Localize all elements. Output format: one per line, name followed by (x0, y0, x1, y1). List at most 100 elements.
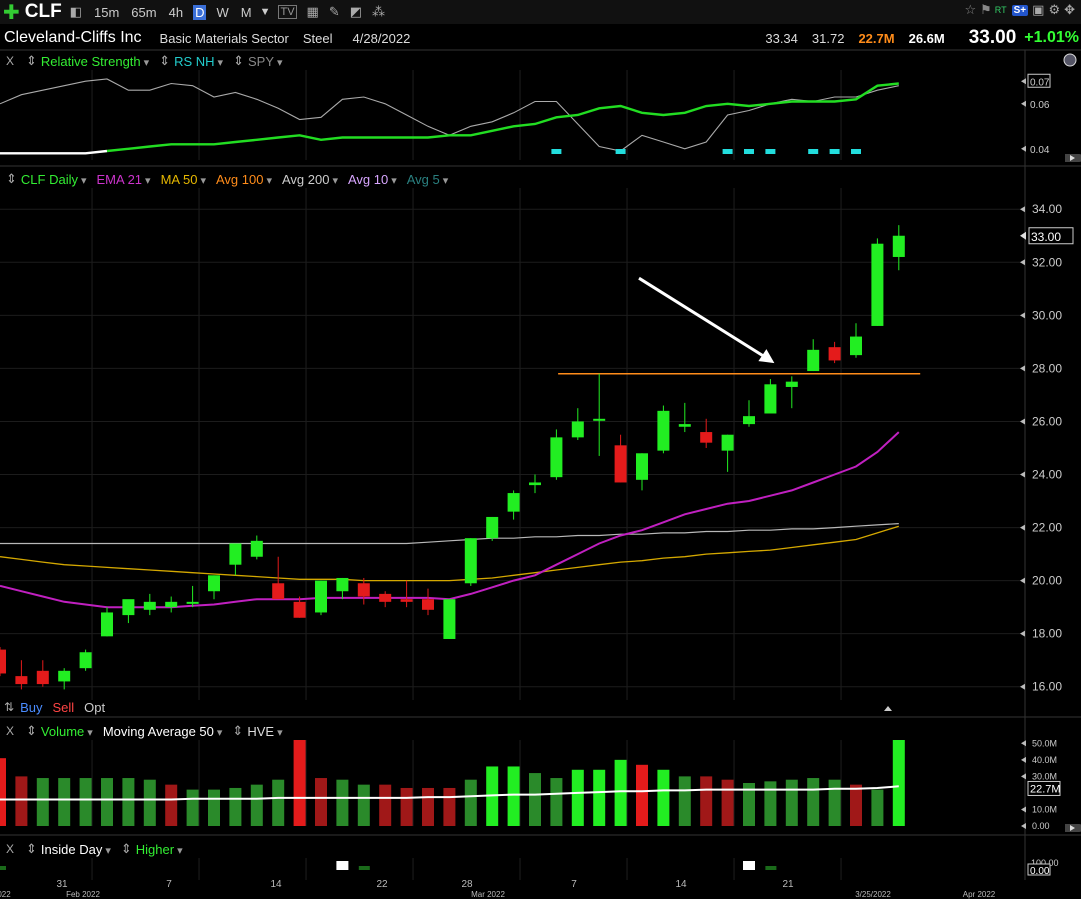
buy-button[interactable]: Buy (20, 699, 43, 715)
sell-button[interactable]: Sell (52, 699, 75, 715)
candle-body (250, 540, 263, 557)
top-toolbar: ✚ CLF ◧ 15m 65m 4h D W M ▼ TV ▦ ✎ ◩ ⁂ ☆ ⚑ RT … (0, 0, 1081, 24)
calculator-icon[interactable]: ▦ (306, 4, 319, 19)
higher-marker (0, 866, 6, 870)
candle-body (593, 418, 606, 421)
star-icon[interactable]: ☆ (964, 2, 977, 17)
interval-m[interactable]: M (240, 4, 252, 20)
inside-day-label[interactable]: Inside Day (41, 842, 111, 857)
interval-15m[interactable]: 15m (94, 4, 120, 20)
volume-bar (272, 779, 285, 826)
volume-tick-label: 50.0M (1032, 738, 1057, 748)
higher-marker (358, 866, 370, 870)
price-tick-marker (1020, 365, 1025, 372)
rt-badge[interactable]: RT (994, 5, 1007, 15)
opt-button[interactable]: Opt (84, 699, 106, 715)
rs-move-icon[interactable]: ⇕ (26, 53, 37, 68)
interval-w[interactable]: W (216, 4, 229, 20)
inside-move-icon[interactable]: ⇕ (26, 841, 37, 856)
interval-d[interactable]: D (193, 4, 207, 20)
rs-nh-move-icon[interactable]: ⇕ (159, 53, 171, 68)
volume-bar (208, 789, 220, 826)
volume-bar (593, 769, 606, 826)
legend-avg-10[interactable]: Avg 10 (348, 172, 397, 187)
flag-icon[interactable]: ⚑ (980, 2, 992, 17)
sector-label[interactable]: Basic Materials Sector (159, 30, 289, 46)
legend-clf-daily[interactable]: CLF Daily (21, 172, 87, 187)
add-symbol-icon[interactable]: ✚ (3, 1, 20, 24)
tag-icon[interactable]: ◩ (349, 4, 363, 19)
rs-tick-label: 0.04 (1030, 145, 1050, 156)
volume-tick-marker (1021, 740, 1026, 747)
volume-bar (764, 781, 777, 826)
legend-avg-200[interactable]: Avg 200 (282, 172, 338, 187)
price-tick-label: 34.00 (1032, 202, 1062, 216)
x-axis-label: 7 (571, 879, 577, 890)
hve-move-icon[interactable]: ⇕ (232, 723, 244, 738)
volume-ma-label[interactable]: Moving Average 50 (103, 724, 223, 739)
volume-bar (400, 787, 413, 826)
move-icon[interactable]: ✥ (1064, 2, 1075, 17)
legend-avg-100[interactable]: Avg 100 (216, 172, 272, 187)
tv-icon[interactable]: TV (278, 5, 297, 19)
candle-body (550, 437, 563, 478)
higher-label[interactable]: Higher (136, 842, 183, 857)
candle-body (15, 676, 28, 685)
rs-label[interactable]: Relative Strength (41, 54, 149, 69)
settings-icon[interactable]: ⚙ (1048, 2, 1061, 17)
interval-65m[interactable]: 65m (131, 4, 157, 20)
spy-label[interactable]: SPY (248, 54, 283, 69)
rs-close-button[interactable]: X (6, 54, 15, 68)
industry-label[interactable]: Steel (302, 30, 333, 46)
volume-tick-label: 30.0M (1032, 771, 1057, 781)
volume-bar (529, 773, 541, 826)
x-axis-label: Apr 2022 (963, 890, 996, 899)
candle-body (743, 416, 755, 425)
candle-body (336, 577, 349, 592)
volume-bar (892, 740, 905, 826)
volume-bar (743, 783, 755, 826)
splus-badge[interactable]: S+ (1011, 4, 1029, 16)
interval-4h[interactable]: 4h (168, 4, 184, 20)
price-move-icon[interactable]: ⇕ (6, 171, 17, 186)
chart-type-icon[interactable]: ◧ (69, 4, 82, 19)
trade-bar: ⇅ Buy Sell Opt (0, 698, 105, 716)
price-tick-label: 16.00 (1032, 680, 1062, 694)
volume-bar (871, 789, 884, 826)
price-tick-marker (1020, 471, 1025, 478)
price-tick-label: 22.00 (1032, 521, 1062, 535)
price-tick-marker (1020, 259, 1025, 266)
volume-label[interactable]: Volume (41, 724, 93, 739)
higher-move-icon[interactable]: ⇕ (120, 841, 132, 856)
volume-tick-label: 40.0M (1032, 755, 1057, 765)
trade-icon[interactable]: ⇅ (4, 700, 15, 714)
share-icon[interactable]: ⁂ (372, 4, 386, 19)
spy-move-icon[interactable]: ⇕ (233, 53, 244, 68)
legend-ema-21[interactable]: EMA 21 (97, 172, 151, 187)
low-value: 31.72 (811, 30, 845, 46)
price-value: 33.00 (968, 27, 1017, 48)
rs-nh-label[interactable]: RS NH (174, 54, 223, 69)
price-tick-marker (1020, 418, 1025, 425)
legend-avg-5[interactable]: Avg 5 (407, 172, 449, 187)
inside-tick-label: 100.00 (1031, 858, 1059, 868)
candle-body (700, 432, 713, 443)
volume-close-button[interactable]: X (6, 724, 15, 738)
ma50-line (0, 525, 899, 582)
volume-bar (357, 784, 370, 826)
hve-label[interactable]: HVE (247, 724, 282, 739)
price-panel-legend: ⇕ CLF Daily EMA 21 MA 50 Avg 100 Avg 200 Avg 1… (0, 170, 448, 188)
candle-body (764, 384, 777, 414)
current-price-label: 33.00 (1031, 230, 1061, 244)
legend-ma-50[interactable]: MA 50 (161, 172, 206, 187)
save-icon[interactable]: ▣ (1032, 2, 1045, 17)
pencil-icon[interactable]: ✎ (328, 4, 340, 19)
volume-move-icon[interactable]: ⇕ (26, 723, 37, 738)
interval-dropdown-icon[interactable]: ▼ (259, 6, 271, 18)
volume-tick-label: 0.00 (1032, 821, 1050, 831)
symbol-label[interactable]: CLF (24, 1, 62, 22)
volume-tick-marker (1021, 823, 1026, 829)
inside-close-button[interactable]: X (6, 842, 15, 856)
rs-new-high-marker (551, 149, 562, 154)
